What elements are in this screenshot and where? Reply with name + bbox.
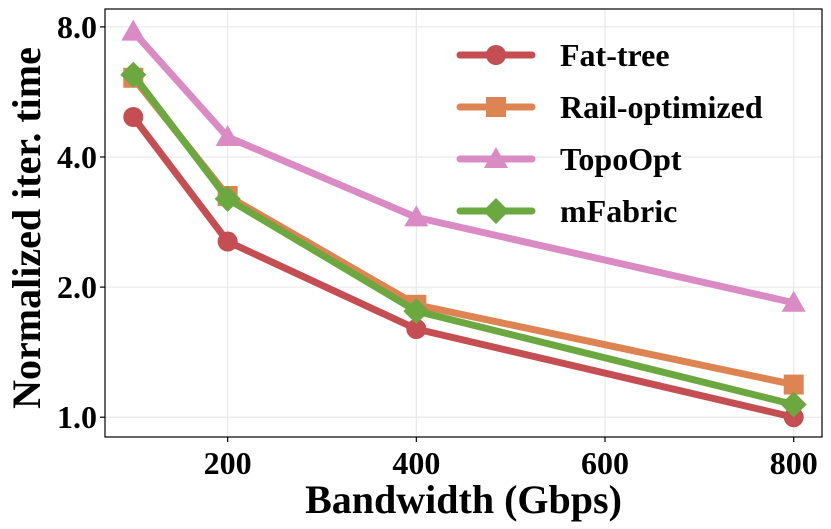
data-point <box>780 391 807 418</box>
series-line <box>129 113 798 421</box>
legend: Fat-tree Rail-optimized TopoOpt mFabric <box>456 37 763 229</box>
data-point <box>120 61 147 88</box>
x-tick-label: 800 <box>770 445 818 481</box>
legend-entry: mFabric <box>456 193 677 229</box>
data-point <box>406 318 427 339</box>
data-point <box>121 19 146 41</box>
legend-marker <box>483 198 509 224</box>
series-line <box>129 28 798 307</box>
data-point <box>783 374 804 395</box>
data-point <box>403 298 430 325</box>
series-lines <box>120 19 807 428</box>
x-tick-label: 200 <box>204 445 252 481</box>
legend-entry: Rail-optimized <box>456 89 763 125</box>
legend-marker <box>486 97 506 117</box>
legend-label: Fat-tree <box>560 37 670 73</box>
plot-frame <box>104 8 823 438</box>
y-tick-label: 8.0 <box>57 9 97 45</box>
y-tick-label: 4.0 <box>57 139 97 175</box>
x-tick-label: 600 <box>581 445 629 481</box>
y-tick-label: 2.0 <box>57 269 97 305</box>
legend-label: mFabric <box>560 193 677 229</box>
legend-label: TopoOpt <box>560 141 682 177</box>
data-point <box>404 205 429 227</box>
x-tick-label: 400 <box>392 445 440 481</box>
series-line <box>129 71 798 409</box>
series-fat-tree <box>123 107 804 428</box>
x-axis-ticks: 200 400 600 800 <box>204 437 818 481</box>
data-point <box>781 290 806 312</box>
data-point <box>215 124 240 146</box>
data-point <box>123 107 144 128</box>
series-mfabric <box>120 61 807 418</box>
legend-entry: TopoOpt <box>456 141 682 177</box>
y-axis-title: Normalized iter. time <box>4 47 49 409</box>
y-axis-ticks: 1.0 2.0 4.0 8.0 <box>57 9 105 435</box>
data-point <box>217 231 238 252</box>
legend-label: Rail-optimized <box>560 89 763 125</box>
y-tick-label: 1.0 <box>57 399 97 435</box>
legend-marker <box>484 147 508 168</box>
legend-marker <box>486 45 506 65</box>
data-point <box>214 185 241 212</box>
legend-entry: Fat-tree <box>456 37 670 73</box>
x-axis-title: Bandwidth (Gbps) <box>305 477 622 522</box>
series-topoopt <box>121 19 806 312</box>
